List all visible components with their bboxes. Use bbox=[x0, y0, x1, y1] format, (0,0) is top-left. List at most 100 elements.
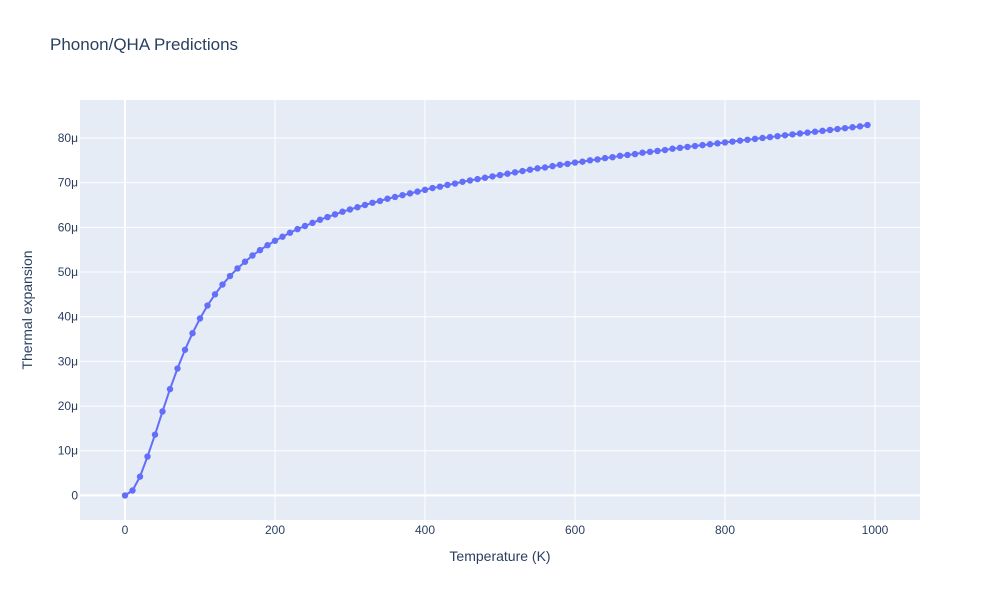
data-point[interactable] bbox=[264, 242, 271, 249]
data-point[interactable] bbox=[151, 431, 159, 438]
data-point[interactable] bbox=[309, 219, 316, 227]
data-point[interactable] bbox=[646, 148, 654, 156]
data-point[interactable] bbox=[781, 132, 789, 139]
data-point[interactable] bbox=[391, 193, 399, 201]
data-point[interactable] bbox=[721, 139, 729, 146]
data-point[interactable] bbox=[609, 153, 616, 161]
data-point[interactable] bbox=[234, 265, 241, 272]
data-point[interactable] bbox=[444, 181, 451, 189]
data-point[interactable] bbox=[286, 229, 294, 236]
data-point[interactable] bbox=[526, 166, 534, 173]
data-point[interactable] bbox=[196, 315, 204, 322]
data-point[interactable] bbox=[541, 164, 549, 171]
data-point[interactable] bbox=[804, 129, 811, 136]
data-point[interactable] bbox=[339, 208, 346, 215]
data-point[interactable] bbox=[849, 124, 856, 131]
data-point[interactable] bbox=[166, 385, 174, 393]
data-point[interactable] bbox=[331, 211, 339, 218]
data-point[interactable] bbox=[624, 151, 631, 159]
data-point[interactable] bbox=[729, 138, 736, 145]
data-point[interactable] bbox=[654, 147, 661, 155]
data-point[interactable] bbox=[324, 213, 331, 221]
data-point[interactable] bbox=[504, 170, 511, 177]
data-point[interactable] bbox=[714, 140, 721, 147]
data-point[interactable] bbox=[204, 302, 211, 309]
data-point[interactable] bbox=[564, 160, 571, 168]
data-point[interactable] bbox=[354, 204, 361, 211]
data-point[interactable] bbox=[211, 291, 219, 298]
data-point[interactable] bbox=[826, 126, 834, 134]
data-point[interactable] bbox=[744, 136, 751, 143]
data-point[interactable] bbox=[249, 252, 256, 259]
data-point[interactable] bbox=[481, 174, 489, 181]
data-point[interactable] bbox=[601, 154, 609, 162]
data-point[interactable] bbox=[271, 237, 279, 244]
data-point[interactable] bbox=[789, 131, 796, 138]
data-point[interactable] bbox=[279, 233, 286, 240]
data-point[interactable] bbox=[429, 184, 436, 192]
data-point[interactable] bbox=[376, 197, 384, 205]
data-point[interactable] bbox=[579, 158, 586, 165]
data-point[interactable] bbox=[361, 201, 369, 209]
data-point[interactable] bbox=[856, 123, 864, 130]
data-point[interactable] bbox=[699, 141, 706, 149]
data-point[interactable] bbox=[219, 281, 226, 288]
data-point[interactable] bbox=[586, 157, 594, 164]
data-point[interactable] bbox=[256, 246, 264, 254]
data-point[interactable] bbox=[549, 162, 556, 170]
data-point[interactable] bbox=[436, 183, 444, 190]
data-point[interactable] bbox=[811, 128, 819, 135]
data-point[interactable] bbox=[834, 125, 841, 133]
data-point[interactable] bbox=[399, 191, 406, 199]
data-point[interactable] bbox=[301, 222, 309, 230]
data-point[interactable] bbox=[691, 142, 699, 150]
data-point[interactable] bbox=[661, 146, 669, 154]
data-point[interactable] bbox=[294, 225, 301, 233]
data-point[interactable] bbox=[121, 492, 129, 499]
data-point[interactable] bbox=[466, 177, 474, 184]
data-point[interactable] bbox=[706, 141, 714, 148]
data-point[interactable] bbox=[751, 135, 759, 143]
data-point[interactable] bbox=[796, 130, 804, 137]
data-point[interactable] bbox=[384, 195, 391, 202]
data-point[interactable] bbox=[534, 165, 541, 172]
data-point[interactable] bbox=[864, 121, 871, 129]
data-point[interactable] bbox=[676, 144, 684, 152]
data-point[interactable] bbox=[766, 133, 774, 141]
data-point[interactable] bbox=[759, 134, 766, 142]
data-point[interactable] bbox=[159, 408, 166, 415]
data-point[interactable] bbox=[556, 161, 564, 168]
data-point[interactable] bbox=[669, 145, 676, 152]
data-point[interactable] bbox=[519, 167, 526, 175]
data-point[interactable] bbox=[451, 180, 459, 187]
data-point[interactable] bbox=[489, 173, 496, 180]
data-point[interactable] bbox=[181, 346, 189, 353]
data-point[interactable] bbox=[774, 132, 781, 140]
data-point[interactable] bbox=[174, 365, 181, 372]
data-point[interactable] bbox=[496, 171, 504, 179]
data-point[interactable] bbox=[421, 186, 429, 194]
data-point[interactable] bbox=[684, 143, 691, 151]
data-point[interactable] bbox=[226, 272, 234, 280]
data-point[interactable] bbox=[241, 258, 249, 265]
data-point[interactable] bbox=[841, 124, 849, 132]
data-point[interactable] bbox=[459, 178, 466, 185]
data-point[interactable] bbox=[136, 473, 144, 480]
data-point[interactable] bbox=[129, 487, 136, 494]
data-point[interactable] bbox=[511, 169, 519, 176]
data-point[interactable] bbox=[736, 137, 744, 144]
data-point[interactable] bbox=[144, 453, 151, 460]
data-point[interactable] bbox=[616, 152, 624, 160]
data-point[interactable] bbox=[639, 149, 646, 156]
data-point[interactable] bbox=[406, 190, 414, 197]
data-point[interactable] bbox=[631, 150, 639, 158]
data-point[interactable] bbox=[189, 330, 196, 337]
data-point[interactable] bbox=[474, 175, 481, 183]
data-point[interactable] bbox=[414, 188, 421, 195]
data-point[interactable] bbox=[571, 159, 579, 166]
data-point[interactable] bbox=[819, 127, 826, 135]
data-point[interactable] bbox=[346, 206, 354, 213]
data-point[interactable] bbox=[594, 156, 601, 163]
data-point[interactable] bbox=[316, 216, 324, 223]
data-point[interactable] bbox=[369, 199, 376, 206]
